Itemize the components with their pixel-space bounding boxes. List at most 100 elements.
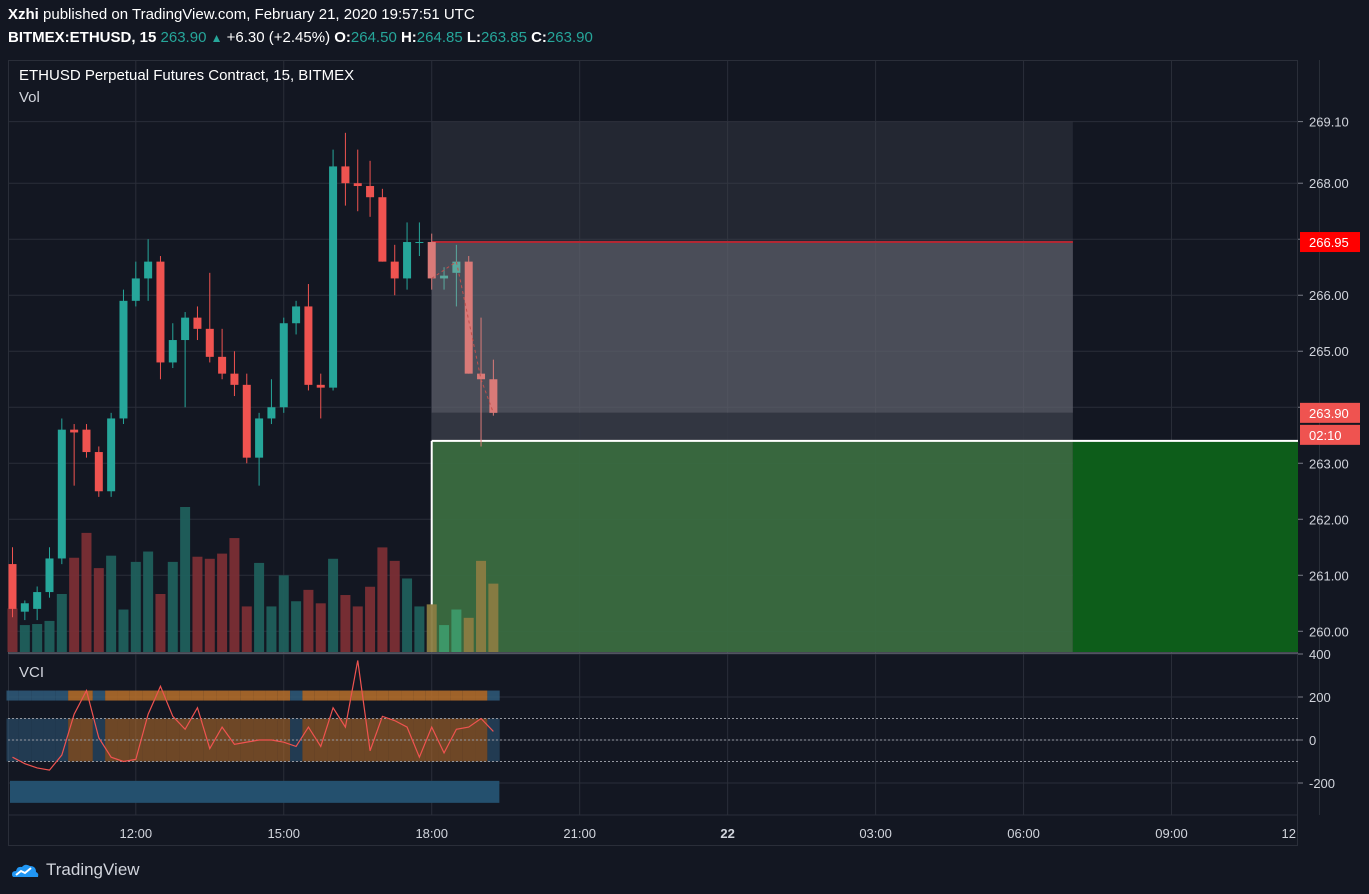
candle-body xyxy=(82,429,91,453)
time-tick-label: 06:00 xyxy=(1007,826,1040,841)
tradingview-logo[interactable]: TradingView xyxy=(10,860,140,880)
last-price: 263.90 xyxy=(160,29,207,46)
candle-body xyxy=(267,407,276,419)
time-tick-label: 12:00 xyxy=(120,826,153,841)
time-tick-label: 22 xyxy=(720,826,734,841)
candle-body xyxy=(489,379,498,413)
vci-band-mid xyxy=(413,718,426,762)
price-tag-label: 02:10 xyxy=(1309,428,1342,443)
candle-body xyxy=(144,261,153,279)
vci-band-top xyxy=(203,690,217,701)
volume-bar xyxy=(365,586,376,652)
volume-bar xyxy=(155,594,166,652)
candle xyxy=(415,222,424,257)
cloud-icon xyxy=(12,864,39,877)
candle-body xyxy=(94,452,103,492)
candle-body xyxy=(353,183,362,187)
vci-band-mid xyxy=(228,718,241,762)
candle xyxy=(168,323,177,369)
time-tick-label: 09:00 xyxy=(1155,826,1188,841)
candle xyxy=(156,256,165,380)
candle xyxy=(205,272,214,363)
candle xyxy=(70,424,79,486)
volume-legend: Vol xyxy=(19,89,40,106)
volume-bar xyxy=(192,556,203,652)
candle-body xyxy=(230,373,239,385)
volume-bar xyxy=(167,561,178,652)
vci-band-top xyxy=(142,690,155,701)
volume-bar xyxy=(315,603,326,652)
price-tick-label: 268.00 xyxy=(1309,176,1349,191)
open-label: O: xyxy=(334,29,351,46)
candlesticks xyxy=(8,132,498,621)
vci-tick-label: 200 xyxy=(1309,690,1331,705)
position-tool xyxy=(430,121,1298,652)
volume-bar xyxy=(476,560,487,652)
volume-bar xyxy=(328,558,339,652)
vci-band-top xyxy=(6,690,19,701)
vci-band-mid xyxy=(376,718,389,762)
vci-band-top xyxy=(450,690,463,701)
candle xyxy=(94,446,103,497)
publish-info: Xzhi published on TradingView.com, Febru… xyxy=(8,6,475,23)
candle-body xyxy=(341,166,350,184)
price-axis: 269.10268.00267.00266.00265.00264.00263.… xyxy=(1298,115,1360,791)
vci-band-top xyxy=(364,690,377,701)
volume-bar xyxy=(402,578,413,652)
price-tick-label: 263.00 xyxy=(1309,456,1349,471)
volume-bar xyxy=(439,625,450,652)
time-tick-label: 12 xyxy=(1282,826,1296,841)
brand-name: TradingView xyxy=(46,860,140,879)
volume-bar xyxy=(44,620,55,652)
candle xyxy=(464,256,473,374)
vci-tick-label: 400 xyxy=(1309,647,1331,662)
candle-body xyxy=(131,278,140,301)
price-tag xyxy=(1300,424,1360,445)
candle xyxy=(292,300,301,335)
candle-body xyxy=(57,429,66,559)
volume-bar xyxy=(340,595,351,652)
candle-body xyxy=(20,603,29,612)
volume-bars xyxy=(7,507,499,652)
target-zone xyxy=(431,440,1073,652)
price-tick-label: 266.00 xyxy=(1309,288,1349,303)
candle xyxy=(82,424,91,458)
vci-band-top xyxy=(339,690,352,701)
volume-bar xyxy=(7,608,18,652)
vci-band-top xyxy=(302,690,315,701)
vci-band-top xyxy=(401,690,414,701)
candle xyxy=(230,351,239,397)
vci-band-top xyxy=(462,690,476,701)
volume-bar xyxy=(204,558,215,652)
price-tag-label: 266.95 xyxy=(1309,235,1349,250)
candle-body xyxy=(390,261,399,279)
volume-bar xyxy=(56,594,67,652)
candle xyxy=(304,284,313,391)
volume-bar xyxy=(463,617,474,652)
volume-bar xyxy=(291,601,302,652)
candle xyxy=(477,317,486,447)
vci-pane xyxy=(6,660,1298,803)
candle-body xyxy=(292,306,301,324)
volume-bar xyxy=(19,625,30,652)
vci-band-top xyxy=(438,690,451,701)
candle-body xyxy=(316,384,325,388)
vci-band-mid xyxy=(80,718,93,762)
vci-band-mid xyxy=(388,718,402,762)
candle-body xyxy=(378,197,387,262)
candle-body xyxy=(119,300,128,419)
vci-band-top xyxy=(376,690,389,701)
vci-band-bottom xyxy=(10,780,500,803)
stop-zone-upper xyxy=(431,121,1073,243)
symbol-name: BITMEX:ETHUSD, 15 xyxy=(8,29,157,46)
vci-tick-label: -200 xyxy=(1309,776,1335,791)
price-tick-label: 269.10 xyxy=(1309,115,1349,130)
high-label: H: xyxy=(400,29,417,46)
candle-body xyxy=(452,261,461,273)
close-label: C: xyxy=(531,29,547,46)
volume-bar xyxy=(278,575,289,652)
candle xyxy=(403,222,412,290)
candle xyxy=(452,244,461,307)
candle xyxy=(57,418,66,565)
